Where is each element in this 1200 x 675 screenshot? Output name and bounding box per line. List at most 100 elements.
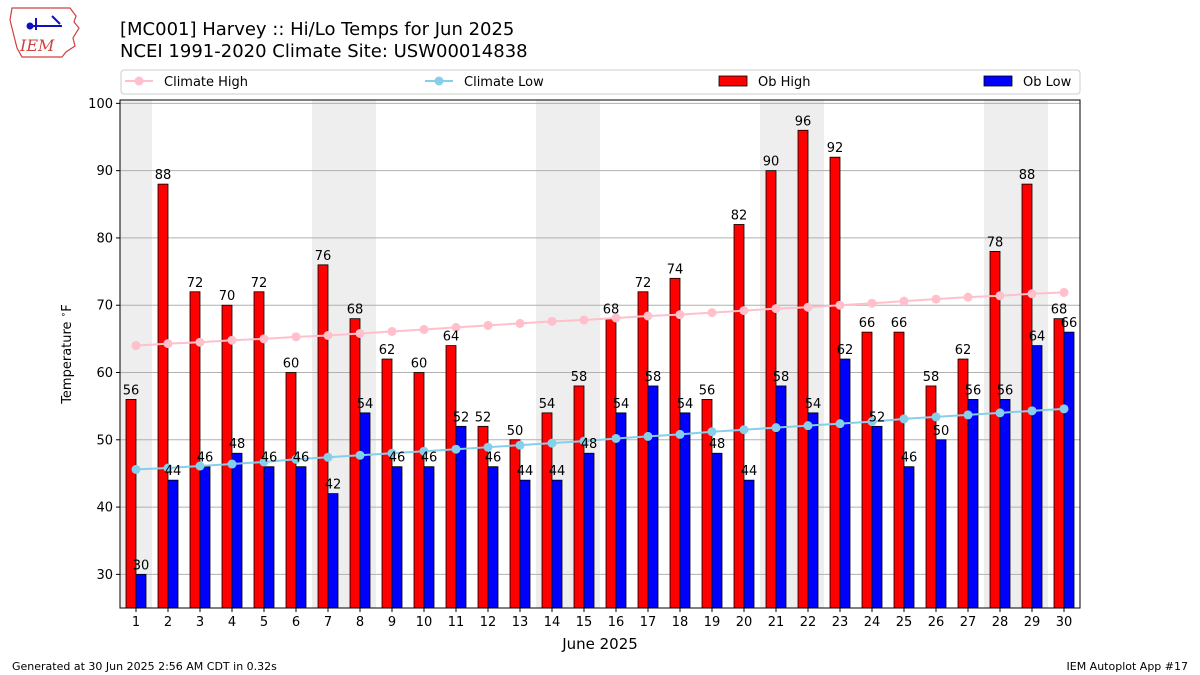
- ob-high-label-10: 60: [411, 357, 428, 372]
- x-tick-label-1: 1: [132, 615, 140, 630]
- ob-high-label-27: 62: [955, 343, 972, 358]
- climate-high-point-20: [739, 306, 749, 316]
- ob-low-bar-9: [391, 466, 403, 609]
- x-tick-label-12: 12: [480, 615, 497, 630]
- ob-low-label-10: 46: [421, 451, 438, 466]
- ob-high-bar-23: [829, 156, 841, 609]
- climate-low-point-20: [739, 425, 749, 435]
- ob-low-label-15: 48: [581, 437, 598, 452]
- climate-high-point-5: [259, 334, 269, 344]
- x-tick-label-14: 14: [544, 615, 561, 630]
- x-tick-label-17: 17: [640, 615, 657, 630]
- iowa-outline-icon: [9, 7, 80, 58]
- climate-low-point-22: [803, 421, 813, 431]
- climate-low-point-28: [995, 408, 1005, 418]
- climate-low-point-6: [291, 454, 301, 464]
- climate-high-point-11: [451, 322, 461, 332]
- ob-low-label-19: 48: [709, 437, 726, 452]
- climate-low-point-17: [643, 431, 653, 441]
- ob-low-bar-30: [1063, 331, 1075, 609]
- ob-low-label-13: 44: [517, 464, 534, 479]
- ob-low-bar-13: [519, 479, 531, 609]
- ob-high-bar-17: [637, 291, 649, 609]
- climate-high-point-8: [355, 328, 365, 338]
- ob-low-label-5: 46: [261, 451, 278, 466]
- x-tick-label-2: 2: [164, 615, 172, 630]
- ob-low-label-22: 54: [805, 397, 822, 412]
- climate-low-point-18: [675, 429, 685, 439]
- ob-low-bar-15: [583, 452, 595, 609]
- x-tick-label-29: 29: [1024, 615, 1041, 630]
- ob-low-bar-4: [231, 452, 243, 609]
- climate-high-point-1: [131, 341, 141, 351]
- y-axis-ticks: 30 40 50 60 70 80 90 100: [88, 97, 120, 583]
- ob-high-bar-24: [861, 331, 873, 609]
- ob-low-label-2: 44: [165, 464, 182, 479]
- y-tick-label-100: 100: [88, 97, 113, 112]
- ob-low-label-26: 50: [933, 424, 950, 439]
- climate-high-point-17: [643, 311, 653, 321]
- ob-low-label-29: 64: [1029, 330, 1046, 345]
- ob-high-label-14: 54: [539, 397, 556, 412]
- ob-high-label-20: 82: [731, 208, 748, 223]
- ob-high-bar-29: [1021, 183, 1033, 609]
- ob-high-bar-7: [317, 264, 329, 609]
- x-tick-label-19: 19: [704, 615, 721, 630]
- bars: [125, 129, 1075, 609]
- ob-high-label-16: 68: [603, 303, 620, 318]
- ob-low-bar-28: [999, 399, 1011, 609]
- ob-low-label-17: 58: [645, 370, 662, 385]
- ob-high-label-15: 58: [571, 370, 588, 385]
- ob-low-bar-3: [199, 466, 211, 609]
- ob-low-label-18: 54: [677, 397, 694, 412]
- climate-high-point-19: [707, 308, 717, 318]
- ob-low-bar-7: [327, 493, 339, 609]
- x-tick-label-18: 18: [672, 615, 689, 630]
- climate-high-point-12: [483, 320, 493, 330]
- climate-high-point-28: [995, 291, 1005, 301]
- ob-low-bar-22: [807, 412, 819, 609]
- ob-low-label-25: 46: [901, 451, 918, 466]
- climate-low-point-29: [1027, 406, 1037, 416]
- ob-high-label-17: 72: [635, 276, 652, 291]
- ob-high-bar-25: [893, 331, 905, 609]
- ob-low-bar-21: [775, 385, 787, 609]
- ob-low-bar-10: [423, 466, 435, 609]
- x-tick-label-13: 13: [512, 615, 529, 630]
- climate-high-point-15: [579, 315, 589, 325]
- legend-ob-low-swatch: [983, 75, 1013, 87]
- ob-low-bar-27: [967, 399, 979, 609]
- climate-high-point-25: [899, 296, 909, 306]
- climate-low-point-2: [163, 463, 173, 473]
- ob-high-label-24: 66: [859, 316, 876, 331]
- climate-high-point-27: [963, 292, 973, 302]
- climate-low-point-10: [419, 446, 429, 456]
- climate-high-point-2: [163, 339, 173, 349]
- y-tick-label-60: 60: [96, 366, 113, 381]
- climate-high-point-13: [515, 318, 525, 328]
- climate-low-point-19: [707, 427, 717, 437]
- ob-low-label-27: 56: [965, 383, 982, 398]
- chart-subtitle: NCEI 1991-2020 Climate Site: USW00014838: [120, 41, 528, 62]
- ob-high-label-26: 58: [923, 370, 940, 385]
- ob-high-label-28: 78: [987, 235, 1004, 250]
- climate-low-point-9: [387, 448, 397, 458]
- ob-low-label-8: 54: [357, 397, 374, 412]
- ob-low-label-11: 52: [453, 410, 470, 425]
- x-tick-label-21: 21: [768, 615, 785, 630]
- ob-high-bar-21: [765, 170, 777, 609]
- ob-high-bar-1: [125, 399, 137, 609]
- x-tick-label-23: 23: [832, 615, 849, 630]
- ob-low-bar-18: [679, 412, 691, 609]
- climate-low-point-8: [355, 450, 365, 460]
- legend-ob-high-label: Ob High: [758, 75, 811, 90]
- climate-low-point-26: [931, 412, 941, 422]
- ob-low-label-1: 30: [133, 558, 150, 573]
- ob-high-label-6: 60: [283, 357, 300, 372]
- climate-high-point-14: [547, 316, 557, 326]
- ob-high-label-30: 68: [1051, 303, 1068, 318]
- climate-high-point-23: [835, 300, 845, 310]
- x-tick-label-28: 28: [992, 615, 1009, 630]
- y-tick-label-30: 30: [96, 568, 113, 583]
- x-tick-label-24: 24: [864, 615, 881, 630]
